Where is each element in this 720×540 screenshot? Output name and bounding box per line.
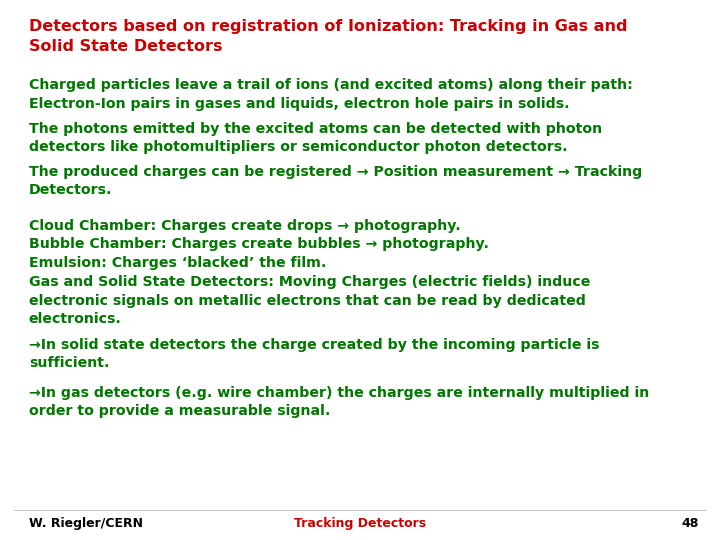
Text: Cloud Chamber: Charges create drops → photography.
Bubble Chamber: Charges creat: Cloud Chamber: Charges create drops → ph… (29, 219, 489, 269)
Text: Tracking Detectors: Tracking Detectors (294, 517, 426, 530)
Text: W. Riegler/CERN: W. Riegler/CERN (29, 517, 143, 530)
Text: →In gas detectors (e.g. wire chamber) the charges are internally multiplied in
o: →In gas detectors (e.g. wire chamber) th… (29, 386, 649, 418)
Text: The photons emitted by the excited atoms can be detected with photon
detectors l: The photons emitted by the excited atoms… (29, 122, 602, 154)
Text: 48: 48 (681, 517, 698, 530)
Text: Solid State Detectors: Solid State Detectors (29, 39, 222, 54)
Text: The produced charges can be registered → Position measurement → Tracking
Detecto: The produced charges can be registered →… (29, 165, 642, 197)
Text: Detectors based on registration of Ionization: Tracking in Gas and: Detectors based on registration of Ioniz… (29, 19, 627, 34)
Text: Charged particles leave a trail of ions (and excited atoms) along their path:
El: Charged particles leave a trail of ions … (29, 78, 633, 111)
Text: →In solid state detectors the charge created by the incoming particle is
suffici: →In solid state detectors the charge cre… (29, 338, 599, 370)
Text: Gas and Solid State Detectors: Moving Charges (electric fields) induce
electroni: Gas and Solid State Detectors: Moving Ch… (29, 275, 590, 326)
